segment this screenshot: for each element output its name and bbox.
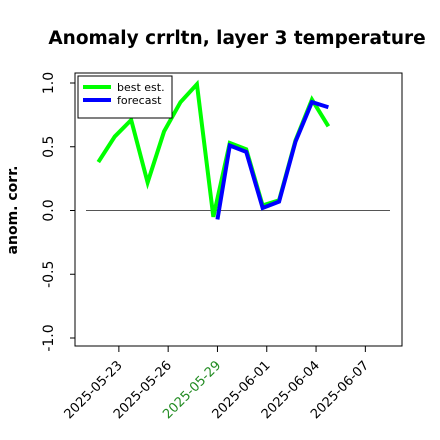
legend-label-forecast: forecast bbox=[117, 94, 162, 107]
y-axis-label: anom. corr. bbox=[5, 166, 21, 255]
y-tick-label: 0.0 bbox=[41, 199, 57, 221]
y-tick-label: 0.5 bbox=[41, 136, 57, 158]
y-tick-label: -0.5 bbox=[41, 261, 57, 288]
series-line-forecast bbox=[215, 99, 329, 220]
legend: best est.forecast bbox=[77, 75, 173, 119]
legend-label-best-est: best est. bbox=[117, 81, 165, 94]
y-tick-label: -1.0 bbox=[41, 324, 57, 351]
y-tick-label: 1.0 bbox=[41, 72, 57, 94]
plot-area bbox=[86, 79, 390, 220]
legend-box bbox=[77, 75, 173, 119]
plot-frame bbox=[74, 72, 403, 347]
chart-title: Anomaly crrltn, layer 3 temperature bbox=[48, 28, 425, 49]
